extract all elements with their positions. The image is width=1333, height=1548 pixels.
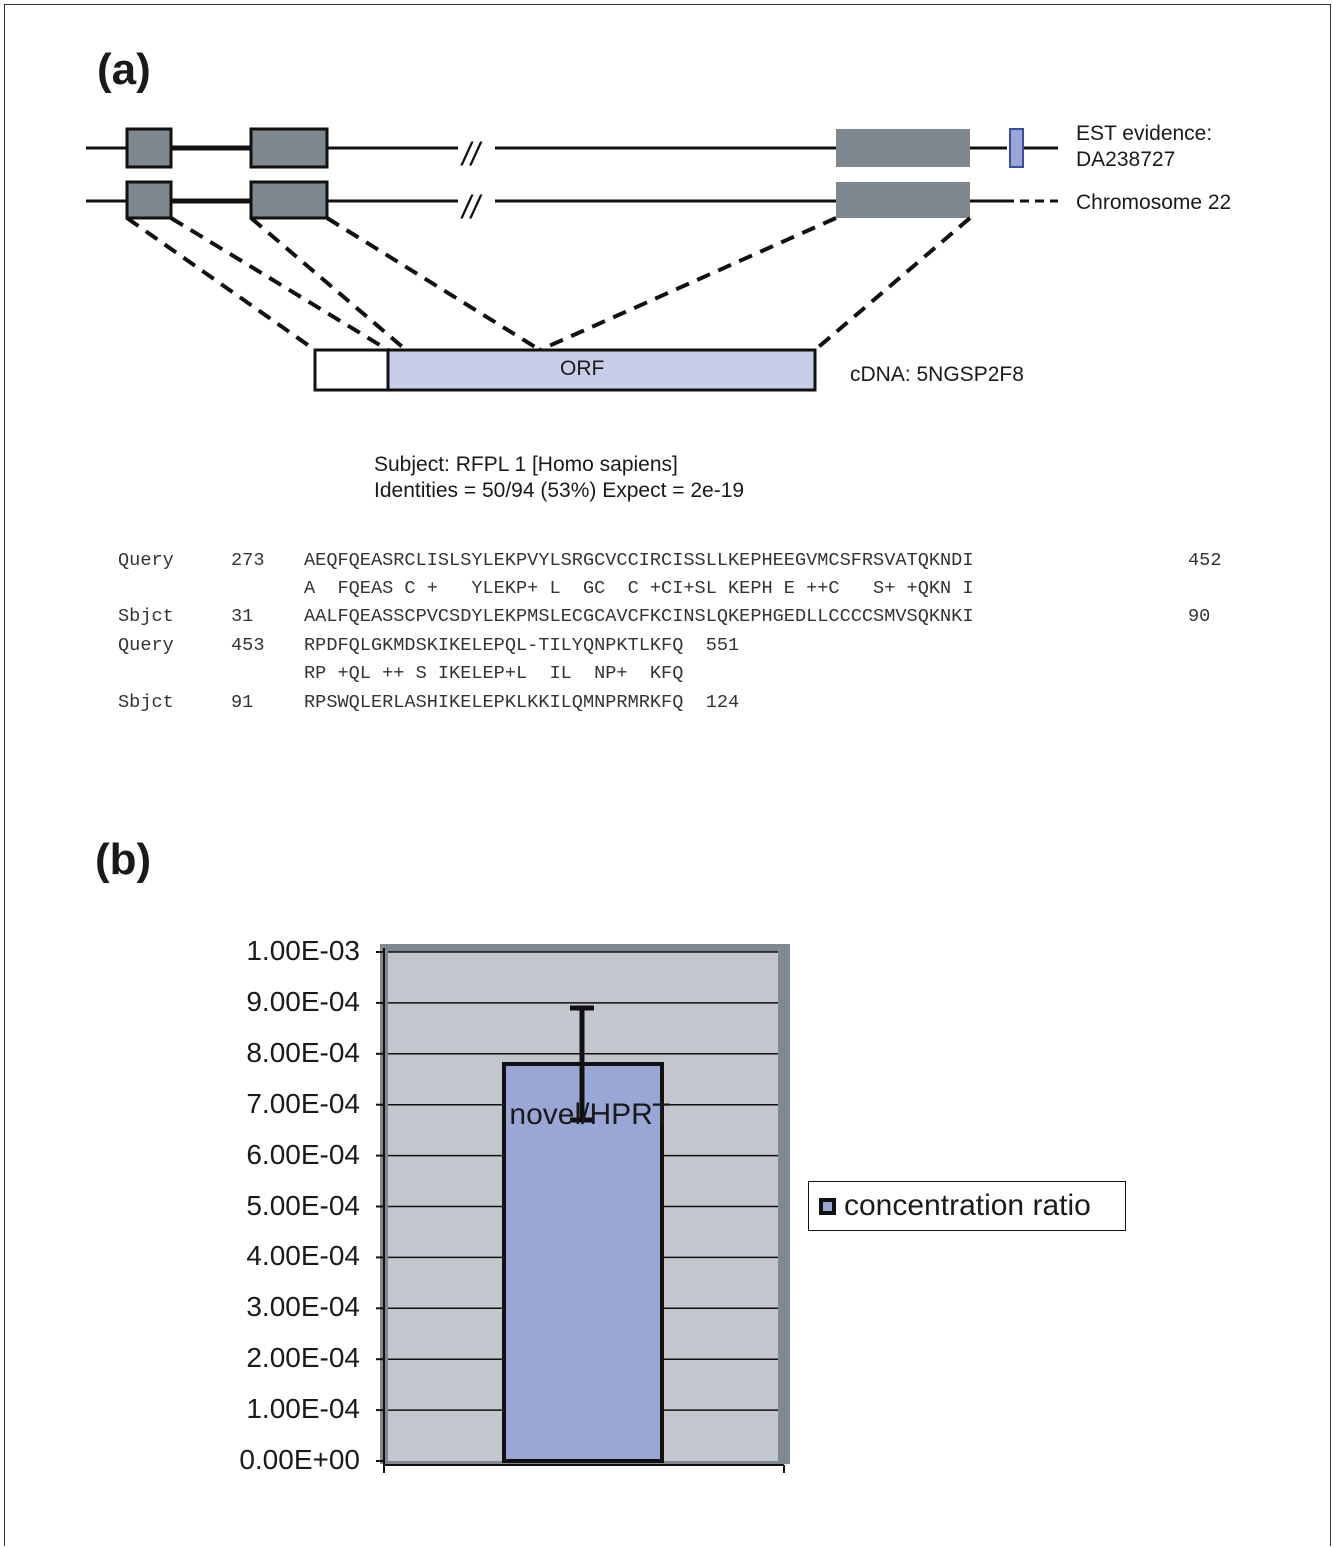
subject-line: Subject: RFPL 1 [Homo sapiens] xyxy=(374,453,678,476)
y-tick-label: 4.00E-04 xyxy=(246,1240,360,1272)
alignment-row-seq: RPDFQLGKMDSKIKELEPQL-TILYQNPKTLKFQ 551 xyxy=(304,635,740,656)
est-break-symbol: // xyxy=(460,136,483,172)
y-tick-label: 8.00E-04 xyxy=(246,1036,360,1068)
chromosome-label: Chromosome 22 xyxy=(1076,191,1232,214)
cdna-label: cDNA: 5NGSP2F8 xyxy=(850,363,1024,386)
alignment-row-seq: RPSWQLERLASHIKELEPKLKKILQMNPRMRKFQ 124 xyxy=(304,692,740,713)
chr-exon-3 xyxy=(836,182,970,218)
est-exon-1 xyxy=(125,127,173,169)
est-track: // xyxy=(86,127,1058,172)
est-exon-3 xyxy=(836,129,970,167)
alignment-row-start: 453 xyxy=(231,635,265,656)
est-end-marker xyxy=(1009,128,1024,168)
alignment-match-line: A FQEAS C + YLEKP+ L GC C +CI+SL KEPH E … xyxy=(304,578,974,599)
y-tick-label: 0.00E+00 xyxy=(239,1444,360,1475)
est-exon-2 xyxy=(249,127,329,169)
orf-box xyxy=(386,348,817,392)
y-tick-label: 1.00E-04 xyxy=(246,1393,360,1425)
y-tick-label: 2.00E-04 xyxy=(246,1342,360,1374)
y-tick-label: 6.00E-04 xyxy=(246,1138,360,1170)
exon-mapping-lines xyxy=(125,216,972,352)
alignment-row-name: Sbjct xyxy=(118,606,174,627)
est-label-line1: EST evidence: xyxy=(1076,122,1213,145)
axes xyxy=(376,948,785,1473)
identities-line: Identities = 50/94 (53%) Expect = 2e-19 xyxy=(374,479,745,502)
est-label-line2: DA238727 xyxy=(1076,148,1176,171)
orf-label: ORF xyxy=(560,357,605,380)
bar-novel-hprt xyxy=(502,1061,664,1463)
y-tick-label: 7.00E-04 xyxy=(246,1087,360,1119)
panel-b-label: (b) xyxy=(95,835,152,884)
y-tick-label: 5.00E-04 xyxy=(246,1189,360,1221)
chr-exon-2 xyxy=(249,180,329,220)
alignment-row-name: Sbjct xyxy=(118,692,174,713)
legend-label: concentration ratio xyxy=(844,1189,1091,1222)
alignment-row-start: 31 xyxy=(231,606,254,627)
x-category-label: novel/HPRT xyxy=(509,1098,671,1131)
alignment-match-line: RP +QL ++ S IKELEP+L IL NP+ KFQ xyxy=(304,663,684,684)
alignment-row-name: Query xyxy=(118,635,174,656)
y-tick-label: 1.00E-03 xyxy=(246,935,360,966)
alignment-row-seq: AEQFQEASRCLISLSYLEKPVYLSRGCVCCIRCISSLLKE… xyxy=(304,550,974,571)
y-tick-label: 9.00E-04 xyxy=(246,985,360,1017)
alignment-row-end: 452 xyxy=(1188,550,1222,571)
alignment-row-seq: AALFQEASSCPVCSDYLEKPMSLECGCAVCFKCINSLQKE… xyxy=(304,606,974,627)
panel-a-label: (a) xyxy=(97,45,151,94)
chart-legend: concentration ratio xyxy=(808,1181,1126,1231)
legend-swatch xyxy=(819,1197,836,1215)
alignment-row-start: 91 xyxy=(231,692,254,713)
y-tick-label: 3.00E-04 xyxy=(246,1291,360,1323)
alignment-row-start: 273 xyxy=(231,550,265,571)
utr-box xyxy=(313,348,390,392)
chr-exon-1 xyxy=(125,180,173,220)
figure-frame xyxy=(4,4,1331,1546)
alignment-row-end: 90 xyxy=(1188,606,1211,627)
chromosome-track: // xyxy=(86,180,1058,225)
chr-break-symbol: // xyxy=(460,189,483,225)
alignment-row-name: Query xyxy=(118,550,174,571)
bars xyxy=(502,1005,664,1463)
